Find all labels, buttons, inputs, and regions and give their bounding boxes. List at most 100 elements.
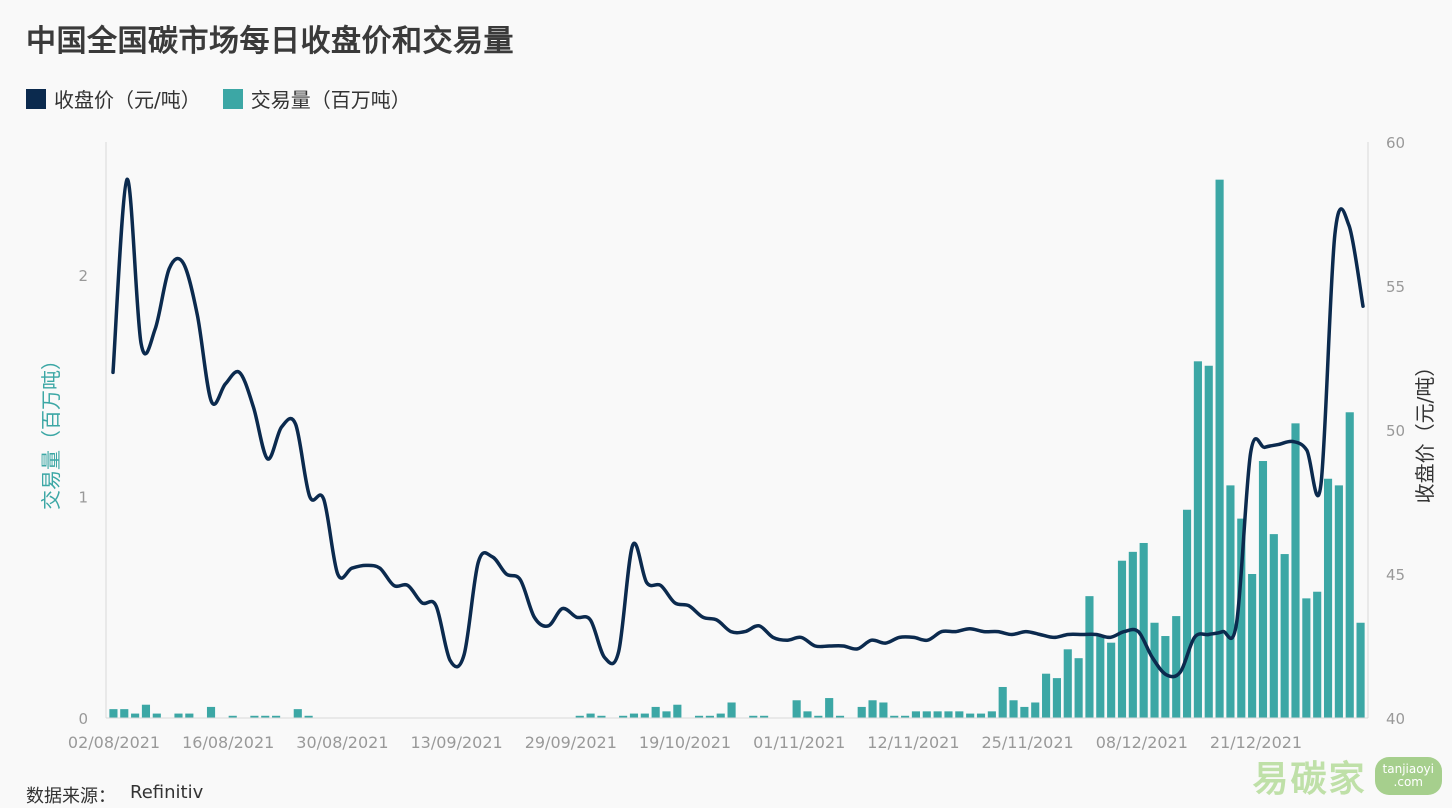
volume-bar — [1313, 591, 1322, 718]
x-tick-label: 01/11/2021 — [753, 733, 845, 752]
volume-bar — [293, 709, 302, 718]
volume-bar — [814, 715, 823, 718]
volume-bar — [640, 713, 649, 718]
volume-bar — [966, 713, 975, 718]
watermark-badge-line2: .com — [1393, 775, 1423, 789]
volume-bar — [749, 715, 758, 718]
volume-bar — [911, 711, 920, 718]
volume-bar — [1302, 598, 1311, 718]
legend-item-price: 收盘价（元/吨） — [26, 84, 201, 113]
volume-bar — [727, 702, 736, 718]
volume-bar — [1161, 636, 1170, 718]
volume-bar — [1193, 361, 1202, 718]
volume-bar — [1107, 642, 1116, 718]
volume-bar — [152, 713, 161, 718]
y-right-tick-label: 60 — [1386, 134, 1405, 152]
x-tick-label: 25/11/2021 — [981, 733, 1073, 752]
volume-bar — [1085, 596, 1094, 718]
volume-bar — [998, 686, 1007, 718]
x-tick-label: 12/11/2021 — [867, 733, 959, 752]
volume-bar — [792, 700, 801, 718]
volume-bar — [629, 713, 639, 718]
volume-bar — [1215, 179, 1224, 718]
volume-bar — [120, 709, 129, 718]
watermark-logo-text: 易碳家 — [1252, 759, 1367, 800]
volume-bar — [1248, 574, 1257, 718]
volume-bar — [1334, 485, 1343, 718]
watermark: 易碳家 tanjiaoyi .com — [1253, 750, 1442, 802]
volume-bar — [619, 715, 628, 718]
x-tick-label: 02/08/2021 — [68, 733, 160, 752]
volume-bar — [1172, 616, 1181, 718]
volume-bar — [586, 713, 595, 718]
volume-bar — [206, 706, 216, 718]
y-left-tick-label: 2 — [78, 267, 88, 285]
legend-item-volume: 交易量（百万吨） — [222, 84, 411, 113]
volume-bar — [1345, 412, 1354, 718]
volume-bar — [1150, 622, 1159, 718]
volume-bar — [803, 711, 812, 718]
y-left-tick-label: 1 — [78, 488, 88, 506]
volume-bar — [1269, 534, 1278, 718]
volume-bar — [304, 715, 313, 718]
volume-bar — [1063, 649, 1072, 718]
volume-bar — [1182, 509, 1192, 718]
chart-title: 中国全国碳市场每日收盘价和交易量 — [26, 24, 514, 59]
volume-bar — [944, 711, 953, 718]
volume-bar — [651, 706, 660, 718]
x-tick-label: 29/09/2021 — [525, 733, 617, 752]
volume-bar — [760, 715, 769, 718]
volume-bar — [1280, 554, 1289, 718]
volume-bar — [825, 698, 834, 718]
volume-bar — [716, 713, 725, 718]
volume-bar — [673, 704, 682, 718]
axes: 0 1 2 40 45 50 55 60 交易量（百万吨） 收盘价（元/吨） 02/08/2021 1… — [39, 134, 1437, 752]
volume-bar — [261, 715, 270, 718]
volume-bar — [868, 700, 877, 718]
x-tick-label: 21/12/2021 — [1210, 733, 1302, 752]
volume-bar — [879, 702, 888, 718]
volume-bar — [1052, 678, 1061, 718]
y-right-tick-label: 55 — [1386, 278, 1405, 296]
volume-bar — [250, 715, 259, 718]
legend-label-price: 收盘价（元/吨） — [54, 88, 201, 112]
legend-swatch-volume — [222, 88, 243, 109]
y-right-tick-label: 40 — [1386, 710, 1405, 728]
volume-bar — [1204, 365, 1213, 718]
volume-bar — [272, 715, 281, 718]
volume-bar — [141, 704, 151, 718]
legend: 收盘价（元/吨） 交易量（百万吨） — [26, 84, 411, 113]
volume-bar — [597, 715, 606, 718]
volume-bar — [575, 715, 584, 718]
volume-bar — [1117, 560, 1127, 718]
y-left-tick-label: 0 — [78, 710, 88, 728]
volume-bar — [1323, 478, 1333, 718]
x-tick-label: 30/08/2021 — [296, 733, 388, 752]
volume-bar — [1042, 673, 1051, 718]
legend-swatch-price — [26, 88, 46, 109]
volume-bar — [662, 711, 671, 718]
volume-bar — [705, 715, 714, 718]
volume-bar — [976, 713, 986, 718]
volume-bar — [1031, 702, 1040, 718]
source-label: 数据来源： — [26, 786, 116, 807]
volume-bar — [174, 713, 183, 718]
x-tick-label: 13/09/2021 — [410, 733, 502, 752]
volume-bar — [185, 713, 194, 718]
source-note: 数据来源： Refinitiv — [26, 782, 203, 808]
volume-bar — [1020, 706, 1029, 718]
y-right-axis-title: 收盘价（元/吨） — [1413, 357, 1437, 504]
x-tick-label: 19/10/2021 — [639, 733, 731, 752]
volume-bar — [1139, 542, 1148, 718]
volume-bar — [1258, 461, 1268, 718]
volume-bar — [228, 715, 237, 718]
volume-bar — [835, 715, 845, 718]
y-right-tick-label: 45 — [1386, 566, 1405, 584]
volume-bars — [109, 179, 1365, 718]
volume-bar — [1128, 551, 1137, 718]
volume-bar — [1096, 636, 1105, 718]
volume-bar — [987, 711, 996, 718]
watermark-badge: tanjiaoyi .com — [1374, 756, 1442, 796]
y-left-axis-title: 交易量（百万吨） — [39, 350, 63, 510]
